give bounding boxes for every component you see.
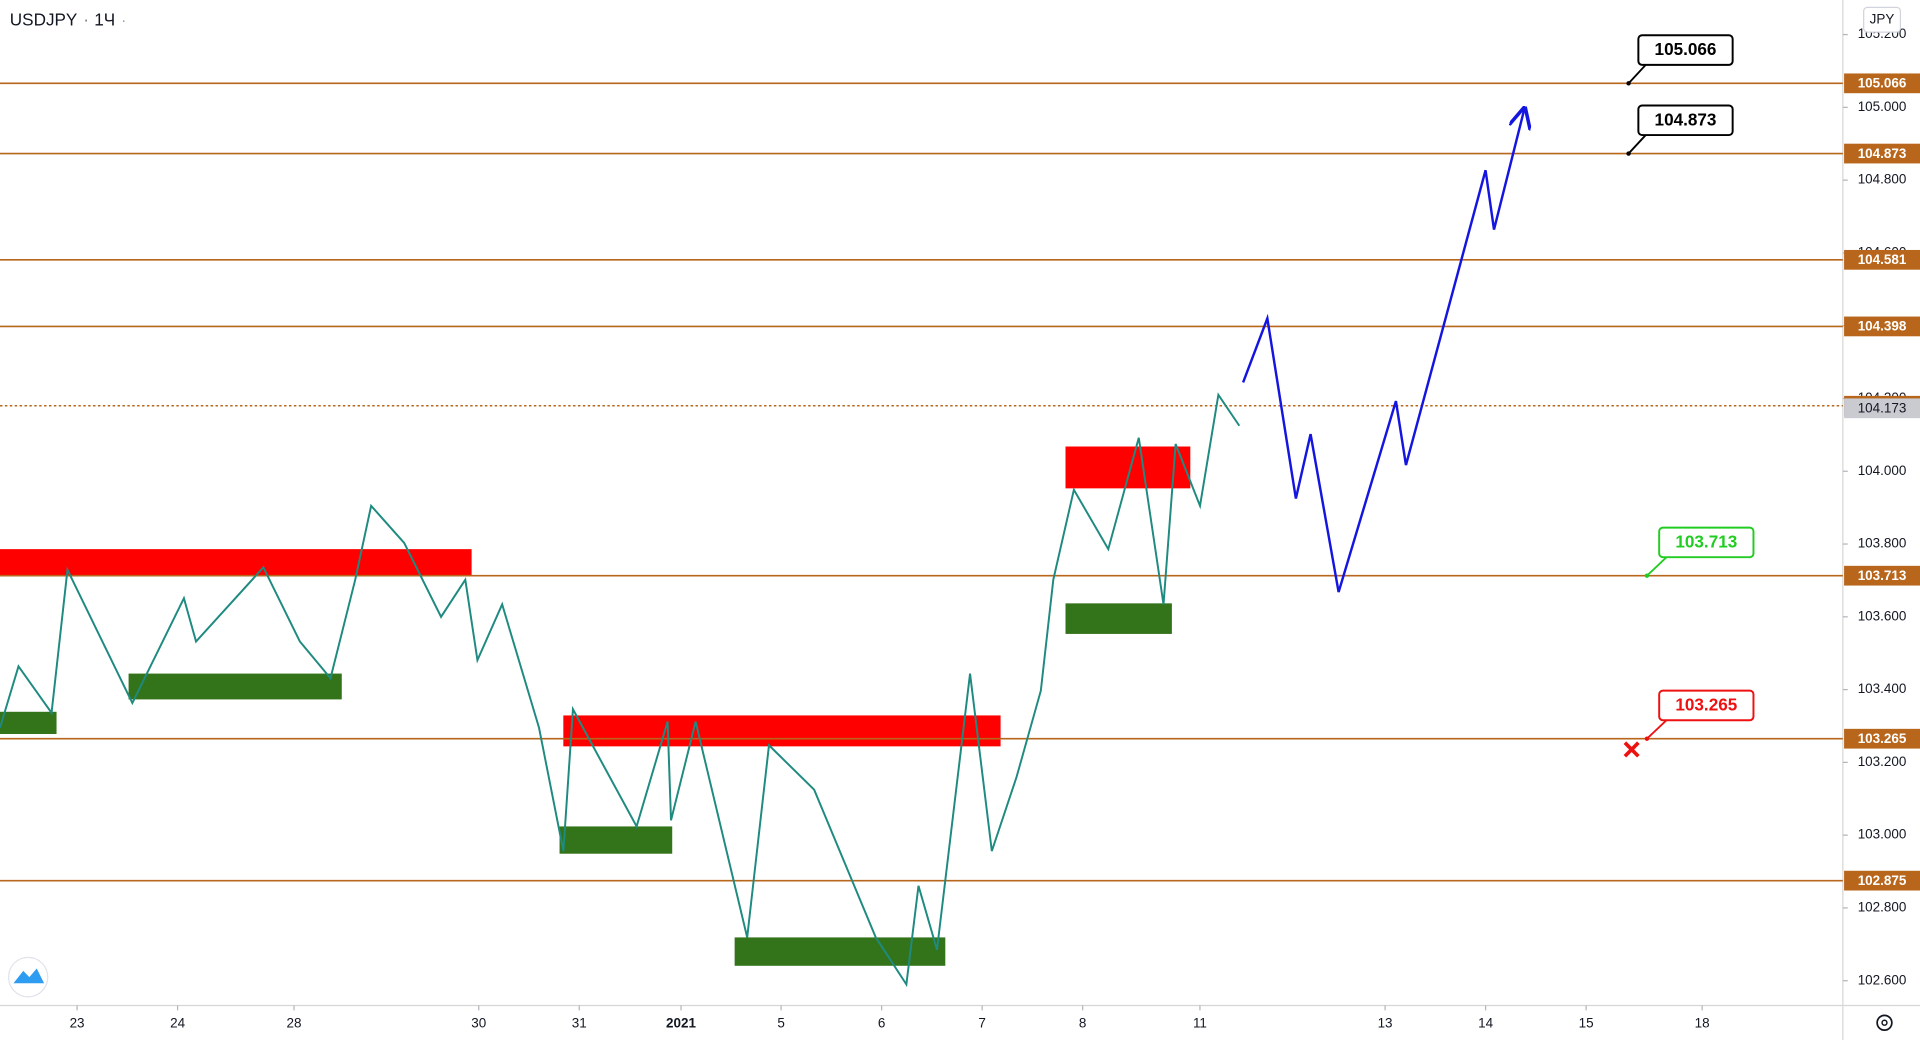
- zone: [559, 826, 673, 854]
- level-label: 104.398: [1858, 319, 1907, 334]
- x-tick-label: 23: [70, 1016, 85, 1031]
- zone: [1065, 446, 1191, 489]
- level-label-bg: [1844, 249, 1920, 270]
- x-tick-label: 14: [1478, 1016, 1493, 1031]
- level-label-bg: [1844, 565, 1920, 586]
- x-tick-label: 2021: [666, 1016, 696, 1031]
- stop-marker: [1623, 741, 1640, 758]
- level-label: 105.066: [1858, 75, 1907, 90]
- x-tick-label: 7: [978, 1016, 986, 1031]
- level-label: 103.713: [1858, 568, 1907, 583]
- y-tick-label: 103.400: [1858, 681, 1907, 696]
- callout-pointer: [1646, 556, 1668, 577]
- callout-pointer: [1646, 719, 1668, 740]
- callout-anchor: [1644, 573, 1650, 578]
- plot-area: 102.600 102.800 103.000 103.200 103.400 103.6…: [0, 26, 1907, 1031]
- symbol: USDJPY: [10, 9, 78, 29]
- zone: [0, 549, 472, 577]
- y-tick-label: 103.000: [1858, 827, 1907, 842]
- x-tick-label: 28: [287, 1016, 302, 1031]
- x-tick-label: 11: [1193, 1016, 1207, 1031]
- level-label-bg: [1844, 728, 1920, 749]
- x-tick-label: 31: [572, 1016, 587, 1031]
- x-tick-label: 8: [1079, 1016, 1087, 1031]
- callout-label: 104.873: [1655, 109, 1717, 129]
- logo-icon: [13, 968, 45, 984]
- gear[interactable]: [1876, 1014, 1893, 1031]
- price-line: [0, 392, 1241, 988]
- callout-anchor: [1626, 81, 1631, 86]
- level-label-bg: [1844, 316, 1920, 337]
- x-tick-label: 15: [1579, 1016, 1594, 1031]
- x-tick-label: 24: [170, 1016, 185, 1031]
- y-tick-label: 105.000: [1858, 99, 1907, 114]
- callout-box: [1658, 526, 1755, 559]
- level-label: 102.875: [1858, 873, 1907, 888]
- zone: [1065, 603, 1172, 634]
- callout-box: [1637, 34, 1734, 66]
- zone: [734, 937, 946, 966]
- x-tick-label: 18: [1695, 1016, 1710, 1031]
- level-label: 104.873: [1858, 146, 1907, 161]
- zone: [0, 711, 57, 734]
- settings-icon[interactable]: [1876, 1014, 1893, 1031]
- level-label: 103.265: [1858, 731, 1907, 746]
- callout-box: [1637, 104, 1734, 137]
- y-tick-label: 104.800: [1858, 172, 1907, 187]
- callout-anchor: [1644, 736, 1650, 741]
- x-tick-label: 5: [777, 1016, 785, 1031]
- y-tick-label: 102.600: [1858, 972, 1907, 987]
- currency-label[interactable]: JPY: [1870, 11, 1895, 26]
- stop-cross: [1623, 741, 1640, 758]
- interval: 1Ч: [94, 9, 115, 29]
- level-label-bg: [1844, 73, 1920, 94]
- callout-label: 105.066: [1655, 39, 1717, 59]
- x-tick-label: 6: [878, 1016, 886, 1031]
- current-price-bg: [1844, 398, 1920, 419]
- callout-pointer: [1627, 64, 1647, 84]
- y-tick-label: 104.000: [1858, 463, 1907, 478]
- x-tick-label: 30: [471, 1016, 486, 1031]
- callout-label: 103.713: [1675, 532, 1737, 552]
- callout-pointer: [1627, 134, 1647, 155]
- level-label: 104.581: [1858, 252, 1907, 267]
- y-tick-label: 103.800: [1858, 536, 1907, 551]
- y-tick-label: 102.800: [1858, 899, 1907, 914]
- callout-anchor: [1626, 151, 1631, 156]
- zone: [563, 715, 1001, 747]
- forecast-path: [1241, 108, 1524, 593]
- level-label-bg: [1844, 870, 1920, 891]
- separator: ·: [83, 9, 89, 29]
- x-tick-label: 13: [1378, 1016, 1393, 1031]
- gear-center: [1881, 1019, 1888, 1026]
- currency-button[interactable]: [1863, 6, 1902, 33]
- current-price-label: 104.173: [1858, 400, 1907, 415]
- y-tick-label: 103.200: [1858, 754, 1907, 769]
- callout-box: [1658, 689, 1755, 722]
- zone: [128, 673, 342, 700]
- callout-label: 103.265: [1675, 695, 1737, 715]
- separator: ·: [121, 13, 126, 29]
- level-label-bg: [1844, 143, 1920, 164]
- y-tick-label: 103.600: [1858, 608, 1907, 623]
